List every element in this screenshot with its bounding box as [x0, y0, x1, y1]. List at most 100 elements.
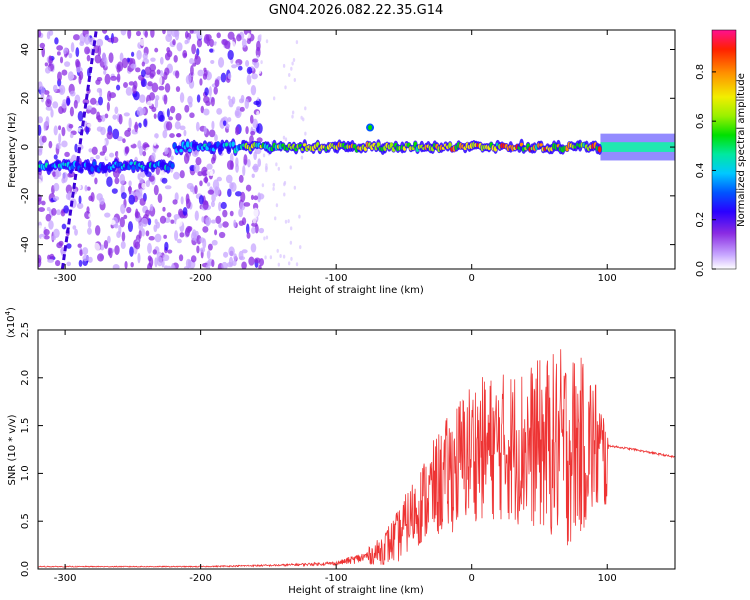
- noise-blob: [141, 217, 148, 227]
- noise-blob: [212, 65, 219, 70]
- snr-xlabel: Height of straight line (km): [288, 585, 424, 596]
- noise-blob: [179, 232, 185, 238]
- noise-blob: [107, 235, 111, 244]
- ridge-blob: [79, 168, 84, 172]
- noise-blob: [155, 166, 160, 176]
- noise-blob: [112, 264, 120, 269]
- noise-blob: [202, 226, 209, 233]
- noise-blob: [159, 56, 164, 65]
- noise-blob: [284, 137, 288, 142]
- noise-blob: [269, 255, 273, 260]
- noise-blob: [106, 131, 113, 140]
- noise-blob: [229, 182, 234, 190]
- noise-blob: [245, 60, 250, 67]
- noise-blob: [142, 52, 148, 60]
- noise-blob: [211, 120, 215, 130]
- noise-blob: [203, 95, 210, 104]
- noise-blob: [171, 30, 179, 38]
- noise-blob: [198, 194, 204, 205]
- noise-blob: [53, 154, 58, 160]
- noise-blob: [265, 39, 269, 44]
- noise-blob: [227, 73, 232, 80]
- noise-blob: [171, 262, 175, 269]
- noise-blob: [212, 245, 217, 256]
- noise-blob: [208, 86, 212, 97]
- noise-blob: [162, 30, 166, 35]
- colorbar-frame: [711, 29, 737, 270]
- noise-blob: [251, 222, 258, 227]
- noise-blob: [141, 155, 147, 161]
- spectrogram-xtick-label: -100: [325, 273, 348, 284]
- noise-blob: [123, 112, 130, 117]
- noise-blob: [128, 81, 135, 86]
- noise-blob: [299, 245, 302, 250]
- noise-blob: [205, 263, 211, 269]
- noise-blob: [86, 54, 91, 62]
- noise-blob: [202, 200, 209, 210]
- noise-blob: [144, 30, 148, 38]
- noise-blob: [112, 128, 120, 140]
- noise-blob: [235, 62, 240, 68]
- noise-blob: [145, 230, 150, 237]
- noise-blob: [257, 193, 265, 200]
- noise-blob: [56, 209, 61, 216]
- noise-blob: [154, 98, 159, 109]
- noise-blob: [275, 162, 278, 167]
- noise-blob: [78, 259, 83, 267]
- noise-blob: [99, 88, 103, 98]
- noise-blob: [235, 157, 239, 168]
- noise-blob: [134, 241, 141, 250]
- noise-blob: [290, 66, 293, 71]
- noise-blob: [277, 262, 281, 267]
- noise-blob: [123, 82, 128, 88]
- noise-blob: [143, 118, 148, 128]
- noise-blob: [138, 229, 142, 239]
- noise-blob: [97, 118, 102, 123]
- noise-blob: [289, 240, 293, 245]
- noise-blob: [243, 238, 250, 250]
- noise-blob: [158, 75, 163, 86]
- noise-blob: [64, 61, 71, 67]
- noise-blob: [251, 73, 258, 80]
- noise-blob: [123, 214, 128, 220]
- noise-blob: [204, 87, 209, 96]
- noise-blob: [76, 202, 84, 209]
- noise-blob: [148, 175, 155, 182]
- noise-blob: [106, 176, 113, 187]
- noise-blob: [151, 152, 156, 162]
- noise-blob: [136, 106, 144, 117]
- noise-blob: [254, 257, 261, 264]
- noise-blob: [94, 225, 101, 236]
- noise-blob: [94, 54, 102, 64]
- noise-blob: [192, 62, 197, 67]
- noise-blob: [250, 243, 257, 253]
- noise-blob: [163, 265, 171, 269]
- noise-blob: [252, 215, 257, 224]
- noise-blob: [260, 60, 263, 65]
- noise-blob: [246, 232, 251, 239]
- noise-blob: [203, 34, 210, 44]
- noise-blob: [175, 133, 182, 138]
- noise-blob: [125, 86, 133, 96]
- noise-blob: [85, 125, 90, 135]
- noise-blob: [229, 210, 234, 217]
- noise-blob: [73, 99, 78, 109]
- noise-blob: [78, 184, 82, 190]
- noise-blob: [253, 195, 259, 201]
- noise-blob: [175, 70, 180, 79]
- noise-blob: [124, 146, 130, 154]
- noise-blob: [134, 121, 139, 133]
- noise-blob: [227, 117, 232, 123]
- noise-blob: [127, 30, 132, 39]
- noise-blob: [304, 106, 307, 111]
- noise-blob: [222, 221, 229, 228]
- noise-blob: [186, 36, 190, 44]
- noise-blob: [197, 171, 203, 177]
- noise-blob: [82, 247, 89, 255]
- noise-blob: [130, 262, 134, 268]
- noise-blob: [212, 162, 217, 169]
- noise-blob: [122, 138, 126, 144]
- noise-blob: [241, 261, 247, 269]
- noise-blob: [94, 177, 98, 185]
- noise-blob: [258, 227, 265, 234]
